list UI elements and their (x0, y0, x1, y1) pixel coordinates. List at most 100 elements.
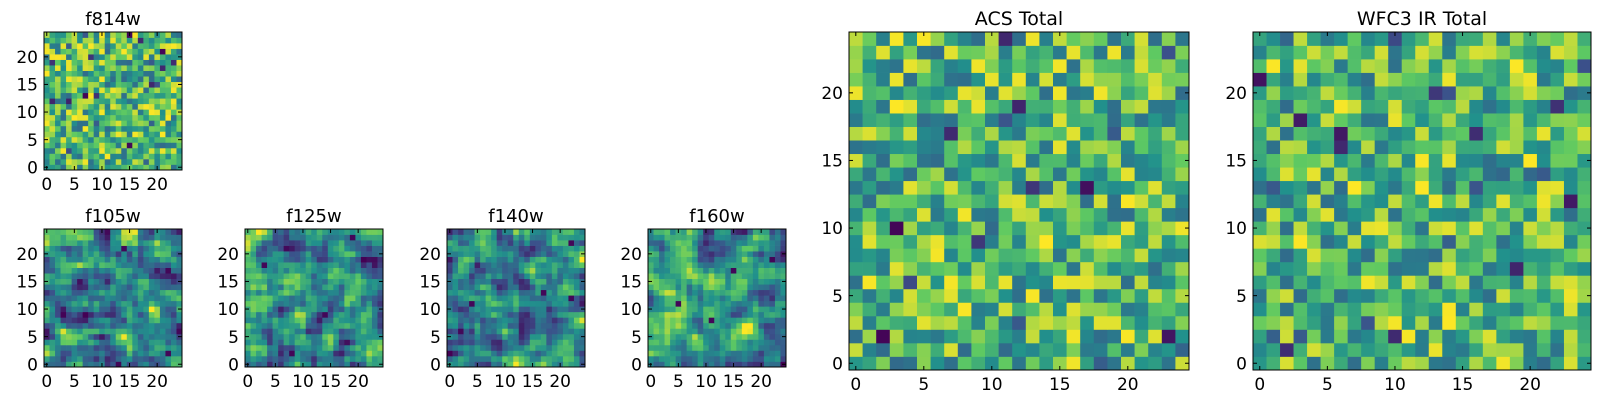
heatmap-cell (71, 251, 78, 257)
heatmap-cell (311, 284, 318, 291)
heatmap-cell (294, 322, 301, 329)
heatmap-cell (245, 300, 251, 307)
heatmap-cell (1334, 32, 1348, 46)
heatmap-cell (115, 81, 122, 88)
heatmap-cell (447, 322, 453, 329)
heatmap-cell (944, 126, 959, 141)
heatmap-cell (725, 355, 732, 362)
heatmap-cell (66, 339, 72, 346)
heatmap-cell (137, 278, 144, 285)
axes-frame (446, 228, 586, 368)
heatmap-cell (1361, 140, 1376, 155)
heatmap-cell (889, 248, 904, 263)
heatmap-cell (774, 256, 781, 263)
heatmap-cell (502, 273, 509, 280)
heatmap-cell (573, 344, 580, 351)
heatmap-cell (1469, 207, 1484, 222)
heatmap-cell (944, 207, 959, 222)
heatmap-cell (1025, 32, 1040, 46)
heatmap-cell (686, 256, 693, 263)
heatmap-cell (126, 87, 133, 94)
heatmap-cell (648, 322, 654, 329)
heatmap-cell (562, 333, 569, 340)
heatmap-cell (305, 245, 312, 252)
heatmap-cell (93, 142, 100, 149)
heatmap-cell (1401, 126, 1416, 141)
heatmap-cell (104, 54, 111, 60)
heatmap-cell (675, 344, 682, 351)
heatmap-cell (681, 339, 687, 346)
heatmap-cell (507, 267, 514, 274)
heatmap-cell (774, 278, 781, 285)
heatmap-cell (692, 278, 699, 285)
heatmap-cell (132, 136, 139, 143)
heatmap-cell (971, 153, 986, 168)
heatmap-cell (447, 344, 453, 351)
heatmap-cell (675, 350, 682, 357)
heatmap-cell (518, 350, 525, 357)
heatmap-cell (1161, 275, 1176, 290)
heatmap-cell (93, 328, 100, 335)
heatmap-cell (132, 295, 139, 302)
heatmap-cell (681, 245, 687, 252)
heatmap-cell (44, 262, 50, 268)
heatmap-cell (143, 350, 150, 357)
heatmap-cell (143, 76, 150, 83)
heatmap-cell (780, 311, 787, 318)
heatmap-cell (165, 355, 172, 362)
heatmap-cell (1496, 248, 1511, 263)
heatmap-cell (71, 76, 78, 83)
heatmap-cell (77, 355, 83, 362)
heatmap-cell (170, 76, 177, 83)
heatmap-cell (126, 76, 133, 83)
heatmap-cell (1401, 302, 1416, 317)
heatmap-cell (573, 333, 580, 340)
heatmap-cell (670, 229, 676, 235)
heatmap-cell (513, 267, 520, 274)
heatmap-cell (758, 322, 765, 329)
heatmap-cell (333, 333, 340, 340)
heatmap-cell (562, 240, 569, 246)
heatmap-cell (653, 355, 660, 362)
heatmap-cell (780, 328, 787, 335)
y-tick-label: 10 (217, 300, 239, 320)
heatmap-cell (1482, 288, 1497, 303)
heatmap-cell (1347, 234, 1362, 249)
heatmap-cell (104, 350, 111, 357)
heatmap-cell (540, 328, 547, 335)
heatmap-cell (1401, 221, 1416, 236)
heatmap-cell (769, 234, 776, 241)
heatmap-cell (546, 300, 553, 307)
heatmap-cell (261, 262, 268, 268)
heatmap-cell (774, 350, 781, 357)
heatmap-cell (703, 289, 710, 296)
heatmap-cell (93, 317, 100, 324)
heatmap-cell (278, 289, 284, 296)
heatmap-cell (132, 245, 139, 252)
heatmap-cell (132, 92, 139, 99)
heatmap-cell (725, 245, 732, 252)
heatmap-cell (741, 361, 748, 368)
heatmap-cell (1266, 288, 1281, 303)
heatmap-cell (697, 328, 704, 335)
heatmap-cell (82, 344, 89, 351)
heatmap-cell (551, 333, 558, 340)
heatmap-cell (71, 158, 78, 165)
heatmap-cell (1039, 275, 1054, 290)
heatmap-cell (903, 329, 918, 344)
heatmap-cell (752, 300, 759, 307)
heatmap-cell (1401, 45, 1416, 60)
heatmap-cell (1482, 315, 1497, 330)
heatmap-cell (104, 131, 111, 138)
heatmap-cell (474, 355, 481, 362)
heatmap-cell (137, 109, 144, 116)
x-tick-label: 10 (292, 372, 314, 392)
heatmap-cell (469, 350, 475, 357)
heatmap-cell (1523, 45, 1538, 60)
heatmap-cell (99, 355, 106, 362)
heatmap-cell (474, 289, 481, 296)
heatmap-cell (1161, 302, 1176, 317)
heatmap-cell (176, 114, 183, 121)
heatmap-cell (1066, 288, 1081, 303)
heatmap-cell (686, 311, 693, 318)
